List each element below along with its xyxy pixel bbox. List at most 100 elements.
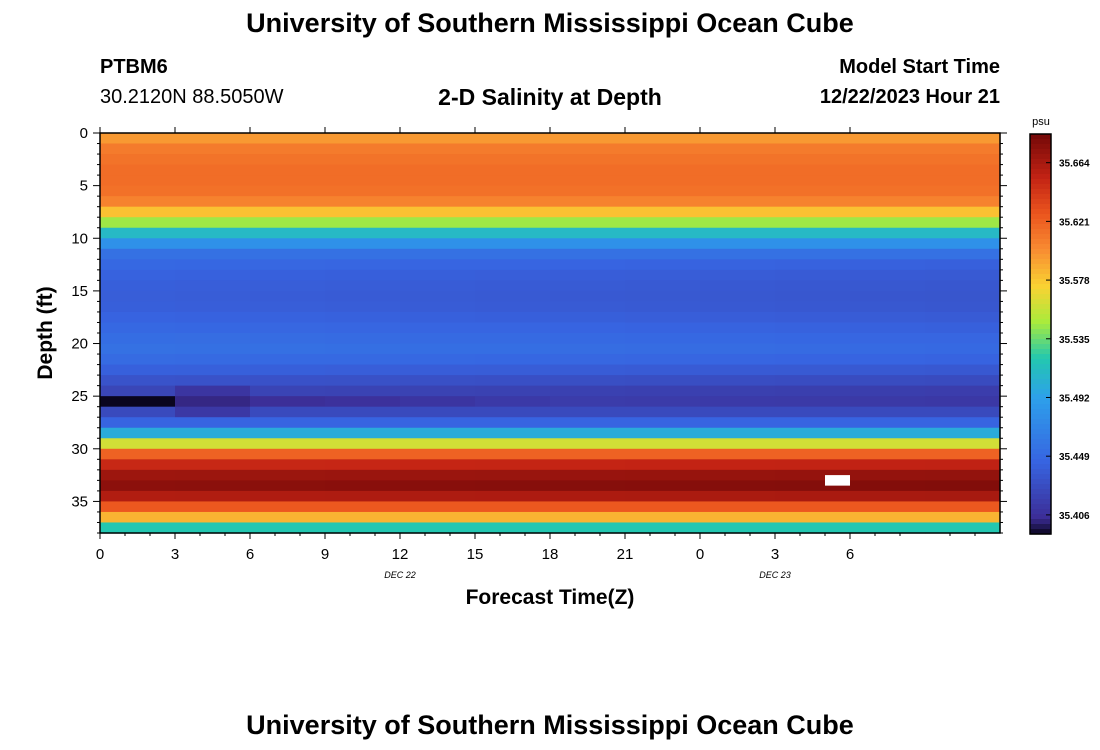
heatmap-cell [400,354,476,366]
heatmap-cell [475,438,551,450]
colorbar-segment [1030,364,1051,370]
heatmap-cell [100,333,176,345]
heatmap-cell [175,164,251,176]
colorbar-tick-label: 35.406 [1059,511,1090,522]
heatmap-cell [325,343,401,355]
heatmap-cell [175,480,251,492]
heatmap-cell [400,490,476,503]
heatmap-cell [700,322,776,334]
heatmap-cell [325,311,401,324]
colorbar-segment [1030,369,1051,375]
heatmap-cell [775,259,851,271]
heatmap-cell [775,311,851,324]
heatmap-cell [475,259,551,271]
heatmap-cell [325,375,401,387]
colorbar-segment [1030,504,1051,510]
heatmap-cell [550,375,626,387]
heatmap-cell [325,154,401,166]
heatmap-cell [250,490,326,503]
colorbar-segment [1030,464,1051,470]
heatmap-cell [250,522,326,534]
heatmap-cell [100,185,176,197]
heatmap-cell [550,522,626,534]
heatmap-cell [100,164,176,176]
heatmap-cell [700,301,776,313]
heatmap-cell [850,490,926,503]
heatmap-cell [550,511,626,524]
heatmap-cell [550,501,626,513]
heatmap-cell [700,406,776,418]
heatmap-cell [475,469,551,481]
heatmap-cell [625,154,701,166]
heatmap-cell [775,375,851,387]
heatmap-cell [700,175,776,187]
heatmap-cell [925,175,1001,187]
heatmap-cell [250,217,326,229]
heatmap-cell [925,375,1001,387]
colorbar-segment [1030,529,1051,535]
heatmap-cell [325,164,401,176]
heatmap-cell [700,385,776,397]
heatmap-cell [925,227,1001,239]
colorbar-segment [1030,519,1051,525]
colorbar-segment [1030,444,1051,450]
heatmap-cell [175,290,251,303]
heatmap-cell [100,511,176,524]
heatmap-cell [175,333,251,345]
heatmap-cell [925,290,1001,303]
colorbar-segment [1030,244,1051,250]
heatmap-cell [250,354,326,366]
heatmap-cell [325,301,401,313]
heatmap-cell [625,459,701,471]
heatmap-cell [325,206,401,218]
heatmap-cell [100,206,176,218]
colorbar-tick-label: 35.492 [1059,393,1090,404]
heatmap-cell [100,354,176,366]
colorbar-segment [1030,134,1051,140]
heatmap-cell [925,206,1001,218]
colorbar-segment [1030,384,1051,390]
heatmap-cell [400,438,476,450]
colorbar-segment [1030,514,1051,520]
heatmap-cell [250,501,326,513]
colorbar-segment [1030,269,1051,275]
heatmap-cell [625,480,701,492]
heatmap-cell [100,448,176,460]
heatmap-cell [550,238,626,250]
heatmap-cell [925,448,1001,460]
heatmap-cell [625,133,701,145]
colorbar-unit: psu [1032,116,1050,128]
heatmap-cell [100,406,176,418]
heatmap-cell [775,227,851,239]
heatmap-cell [325,196,401,208]
heatmap-cell [775,343,851,355]
colorbar-segment [1030,144,1051,150]
heatmap-cell [325,354,401,366]
heatmap-cell [550,343,626,355]
heatmap-cell [700,143,776,155]
heatmap-cell [925,333,1001,345]
colorbar-segment [1030,304,1051,310]
heatmap-cell [475,238,551,250]
y-tick-label: 0 [80,125,88,142]
heatmap-cell [775,459,851,471]
heatmap-cell [175,217,251,229]
heatmap-cell [625,238,701,250]
footer-title: University of Southern Mississippi Ocean… [246,710,854,740]
x-axis-label: Forecast Time(Z) [466,586,635,609]
heatmap-cell [625,396,701,408]
x-tick-label: 6 [246,546,254,563]
heatmap-cell [625,322,701,334]
heatmap-cell [700,164,776,176]
heatmap-cell [475,322,551,334]
heatmap-cell [400,364,476,376]
heatmap-cell [100,438,176,450]
heatmap-cell [550,385,626,397]
heatmap-cell [400,290,476,303]
colorbar-segment [1030,254,1051,260]
heatmap-cell [625,311,701,324]
heatmap-cell [850,469,926,481]
heatmap-cell [925,354,1001,366]
heatmap-cell [625,248,701,260]
heatmap-cell [100,143,176,155]
